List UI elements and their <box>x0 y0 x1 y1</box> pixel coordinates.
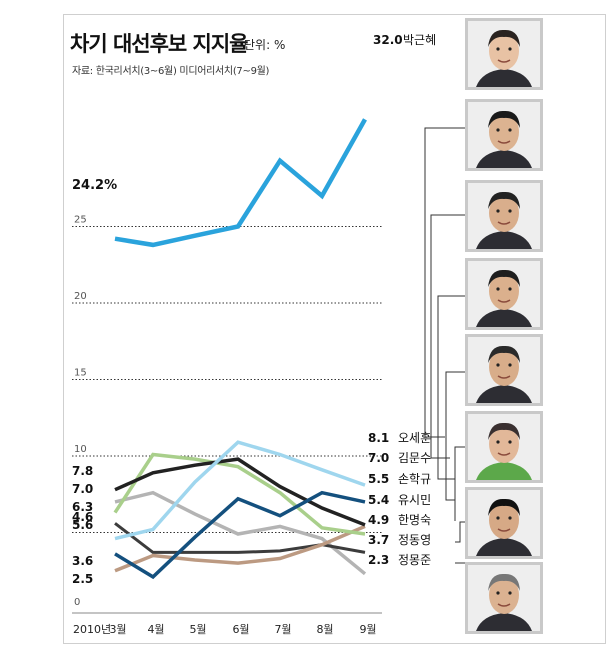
x-tick-label-3: 5월 <box>189 623 206 636</box>
x-tick-label-year: 2010년 <box>73 623 111 636</box>
series-name-label-5: 유시민 <box>398 493 431 507</box>
avatar-1 <box>468 21 540 87</box>
end-value-label-3: 7.0 <box>368 451 389 465</box>
series-name-label-4: 손학규 <box>398 472 431 486</box>
unit-label: 단위: % <box>244 38 286 52</box>
series-line-2 <box>114 440 366 541</box>
connector-line-3 <box>430 214 465 459</box>
x-tick-label-1: 3월 <box>109 623 126 636</box>
end-value-label-5: 5.4 <box>368 493 389 507</box>
start-value-label-1: 24.2% <box>72 178 117 193</box>
avatar-3 <box>468 183 540 249</box>
y-tick-label-20: 20 <box>74 291 87 302</box>
series-line-4 <box>114 457 366 527</box>
candidate-photo-6 <box>465 411 543 483</box>
end-value-label-8: 2.3 <box>368 553 389 567</box>
y-tick-label-25: 25 <box>74 215 87 226</box>
start-value-label-3: 3.6 <box>72 554 93 568</box>
candidate-photo-4 <box>465 258 543 330</box>
source-note: 자료: 한국리서치(3~6월) 미디어리서치(7~9월) <box>72 66 270 77</box>
start-value-label-2: 4.6 <box>72 510 93 524</box>
chart-frame <box>63 14 606 644</box>
y-tick-label-15: 15 <box>74 368 87 379</box>
end-value-label-6: 4.9 <box>368 513 389 527</box>
x-tick-label-6: 8월 <box>316 623 333 636</box>
candidate-photo-2 <box>465 99 543 171</box>
start-value-label-7: 5.6 <box>72 518 93 532</box>
series-line-3 <box>114 490 366 580</box>
series-name-label-1: 박근혜 <box>403 33 436 47</box>
start-value-label-4: 7.8 <box>72 464 93 478</box>
end-value-label-2: 8.1 <box>368 431 389 445</box>
connector-line-4 <box>437 295 465 480</box>
x-tick-label-4: 6월 <box>232 623 249 636</box>
connector-line-7 <box>455 521 465 543</box>
series-name-label-3: 김문수 <box>398 451 431 465</box>
end-value-label-7: 3.7 <box>368 533 389 547</box>
series-name-label-8: 정몽준 <box>398 553 431 567</box>
series-name-label-6: 한명숙 <box>398 513 431 527</box>
series-line-1 <box>114 118 367 248</box>
connector-line-2 <box>424 127 465 438</box>
x-tick-label-2: 4월 <box>147 623 164 636</box>
y-tick-label-5: 5 <box>74 521 80 532</box>
start-value-label-5: 2.5 <box>72 572 93 586</box>
start-value-label-6: 6.3 <box>72 500 93 514</box>
series-line-8 <box>114 490 367 576</box>
end-value-label-4: 5.5 <box>368 472 389 486</box>
avatar-4 <box>468 261 540 327</box>
candidate-photo-3 <box>465 180 543 252</box>
series-line-6 <box>113 452 366 536</box>
candidate-photo-8 <box>465 562 543 634</box>
chart-title: 차기 대선후보 지지율 <box>70 32 249 56</box>
candidate-photo-7 <box>465 487 543 559</box>
avatar-7 <box>468 490 540 556</box>
avatar-2 <box>468 102 540 168</box>
y-tick-label-0: 0 <box>74 597 80 608</box>
series-line-5 <box>114 524 366 573</box>
end-value-label-1: 32.0 <box>373 33 403 47</box>
x-tick-label-5: 7월 <box>274 623 291 636</box>
candidate-photo-1 <box>465 18 543 90</box>
avatar-5 <box>468 337 540 403</box>
x-tick-label-7: 9월 <box>359 623 376 636</box>
avatar-6 <box>468 414 540 480</box>
y-tick-label-10: 10 <box>74 444 87 455</box>
connector-line-6 <box>454 446 465 521</box>
connector-line-5 <box>445 371 465 501</box>
start-value-label-8: 7.0 <box>72 482 93 496</box>
series-name-label-2: 오세훈 <box>398 431 431 445</box>
series-name-label-7: 정동영 <box>398 533 431 547</box>
avatar-8 <box>468 565 540 631</box>
candidate-photo-5 <box>465 334 543 406</box>
